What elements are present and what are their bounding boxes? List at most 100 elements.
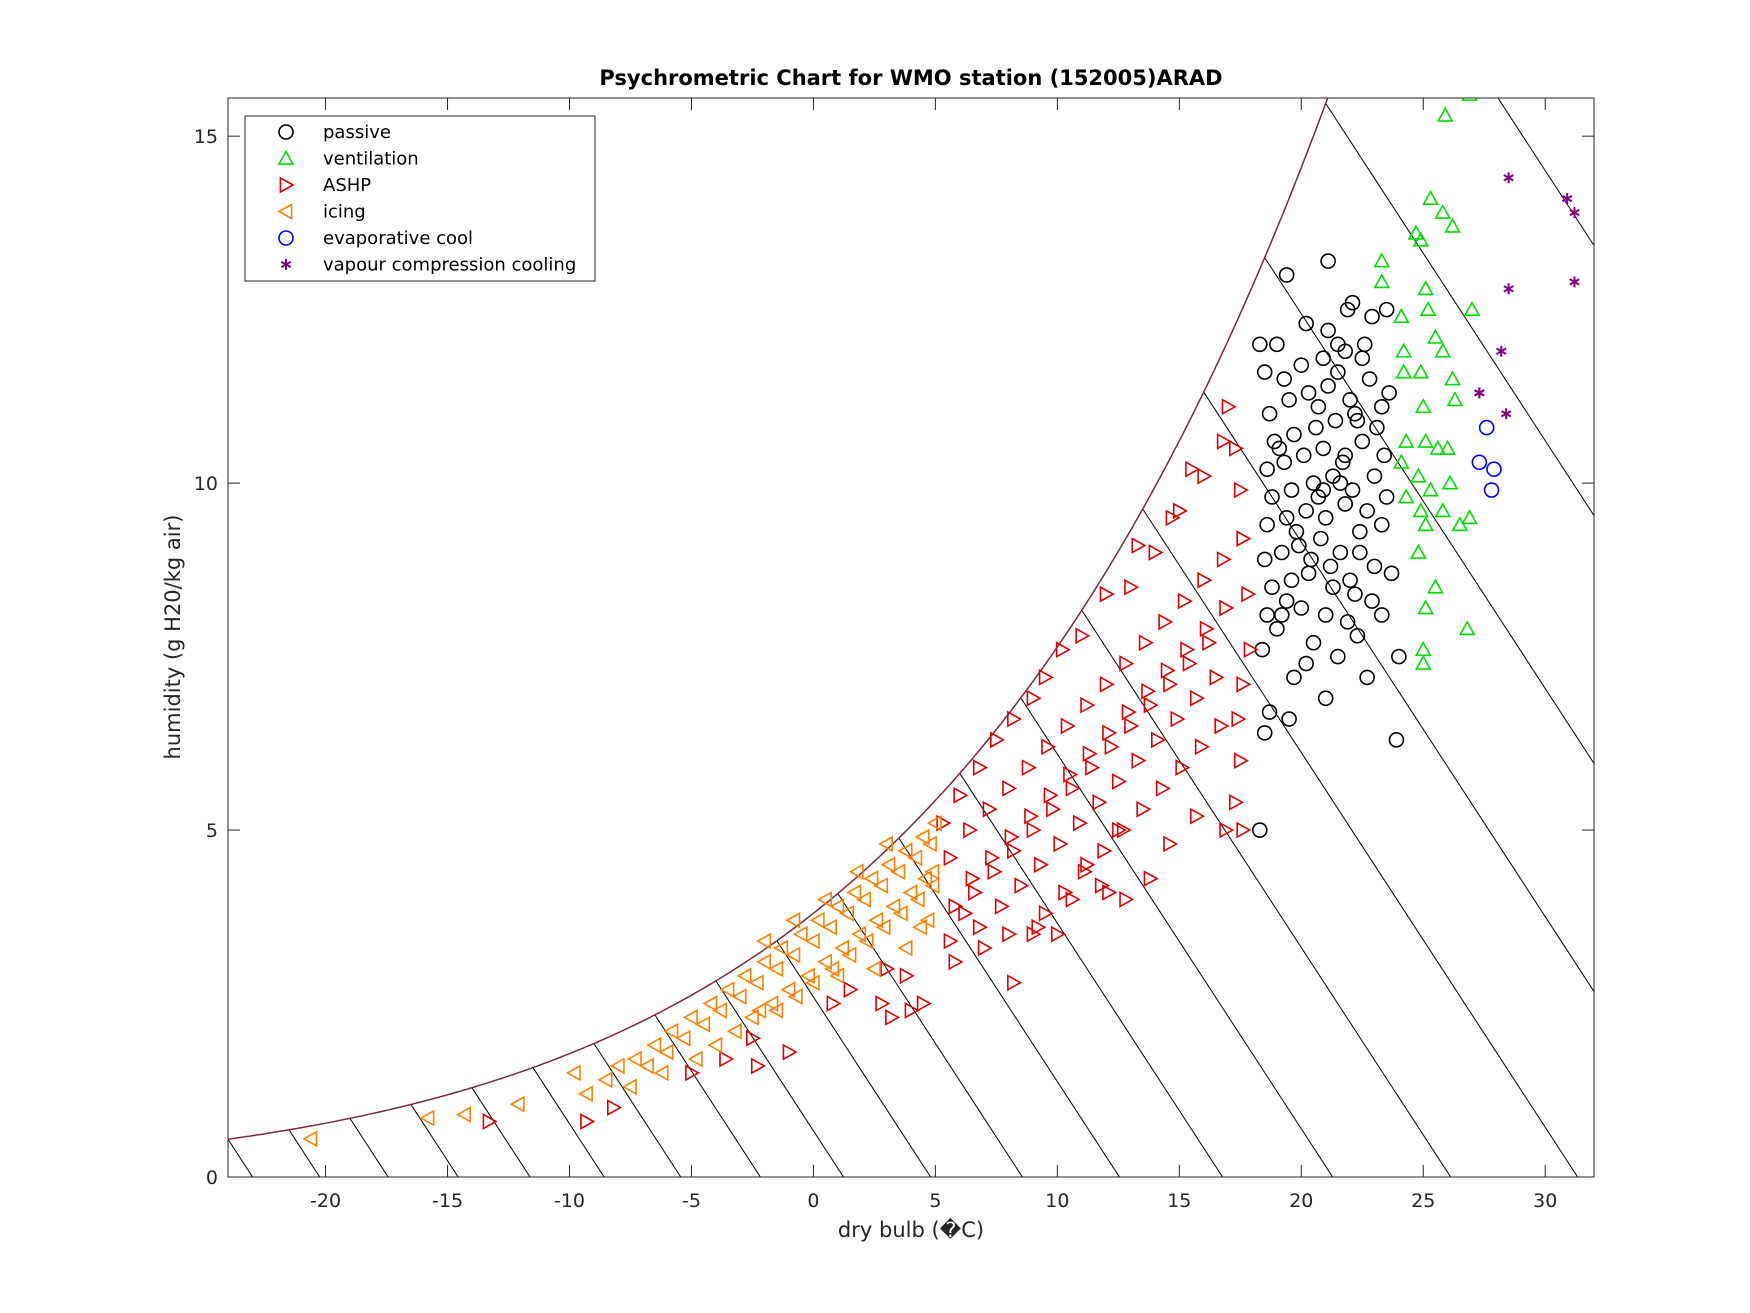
data-point [1241, 585, 1257, 603]
data-point [1486, 461, 1502, 478]
enthalpy-line [1142, 508, 1579, 1177]
data-point [1349, 627, 1366, 644]
data-point [1180, 641, 1196, 659]
data-point [977, 939, 993, 957]
data-point [1031, 918, 1047, 936]
legend: passive ventilation ASHP icing evaporative c… [244, 115, 596, 282]
data-point [1136, 800, 1152, 818]
data-point [1121, 703, 1137, 721]
data-point [1500, 408, 1512, 420]
enthalpy-line [593, 1043, 682, 1177]
data-point [1344, 294, 1361, 311]
data-point [1214, 717, 1230, 735]
data-point [743, 1009, 759, 1026]
data-point [509, 1095, 525, 1113]
data-point [675, 1029, 691, 1047]
data-point [1276, 454, 1293, 471]
data-point [1119, 891, 1135, 908]
data-point [1143, 696, 1159, 714]
data-point [1293, 357, 1310, 373]
legend-label: ventilation [323, 149, 419, 170]
data-point [1143, 870, 1159, 887]
data-point [885, 1009, 901, 1026]
chart-title: Psychrometric Chart for WMO station (152… [599, 66, 1222, 90]
data-point [834, 939, 850, 957]
data-point [1364, 308, 1380, 325]
data-point [880, 856, 896, 874]
data-point [1065, 891, 1081, 908]
data-point [1298, 655, 1314, 672]
legend-label: icing [323, 202, 366, 223]
data-point [838, 904, 854, 922]
data-point [1216, 433, 1232, 450]
data-point [1007, 842, 1023, 860]
data-point [1444, 370, 1461, 386]
enthalpy-line [776, 940, 932, 1177]
data-point [663, 1022, 679, 1040]
data-point [1300, 385, 1317, 401]
x-tick-label: 5 [929, 1190, 941, 1212]
data-point [890, 863, 906, 881]
data-point [1397, 432, 1415, 448]
legend-marker [278, 124, 294, 140]
data-point [1278, 593, 1295, 609]
x-tick-label: 25 [1411, 1190, 1435, 1212]
data-point [597, 1071, 613, 1089]
data-point [1298, 315, 1314, 332]
data-point [702, 995, 718, 1012]
data-point [921, 835, 937, 853]
data-point [826, 995, 842, 1012]
data-point [1033, 856, 1049, 874]
data-point [1038, 669, 1054, 686]
data-point [1503, 172, 1514, 184]
data-point [653, 1064, 669, 1082]
data-point [1414, 654, 1432, 670]
data-point [943, 849, 959, 867]
data-point [1412, 502, 1430, 518]
data-point [1461, 98, 1478, 101]
data-point [780, 981, 796, 999]
data-point [621, 1078, 637, 1096]
data-point [1209, 669, 1225, 686]
legend-marker [280, 259, 292, 270]
data-point [302, 1130, 318, 1148]
data-point [821, 918, 837, 936]
x-tick-label: 0 [807, 1190, 819, 1212]
data-point [1269, 621, 1285, 637]
legend-label: ASHP [323, 175, 371, 196]
data-point [1337, 447, 1353, 464]
series-icing [302, 814, 942, 1148]
enthalpy-line [228, 1138, 254, 1177]
data-point [1229, 440, 1245, 457]
data-point [858, 932, 874, 950]
data-point [1177, 592, 1193, 610]
data-point [712, 1002, 728, 1019]
data-point [580, 1113, 596, 1130]
data-point [1337, 496, 1353, 512]
data-point [1313, 530, 1329, 547]
data-point [953, 787, 969, 804]
data-point [1305, 634, 1322, 651]
data-point [1256, 551, 1273, 568]
y-tick-label: 0 [206, 1167, 218, 1189]
data-point [1325, 579, 1341, 595]
enthalpy-line [288, 1129, 321, 1177]
data-point [1046, 800, 1062, 818]
data-point [1334, 454, 1351, 471]
data-point [1283, 482, 1300, 498]
data-point [1317, 690, 1334, 707]
data-point [1441, 474, 1459, 490]
data-point [1344, 482, 1361, 498]
x-tick-label: -10 [554, 1190, 585, 1212]
data-point [577, 1085, 593, 1103]
data-point [948, 898, 964, 915]
data-point [1264, 579, 1280, 595]
data-point [1007, 710, 1023, 728]
x-tick-label: -5 [682, 1190, 701, 1212]
data-point [1352, 544, 1368, 561]
data-point [824, 960, 840, 978]
data-point [1158, 613, 1174, 631]
data-point [1417, 432, 1435, 448]
data-point [985, 849, 1001, 867]
